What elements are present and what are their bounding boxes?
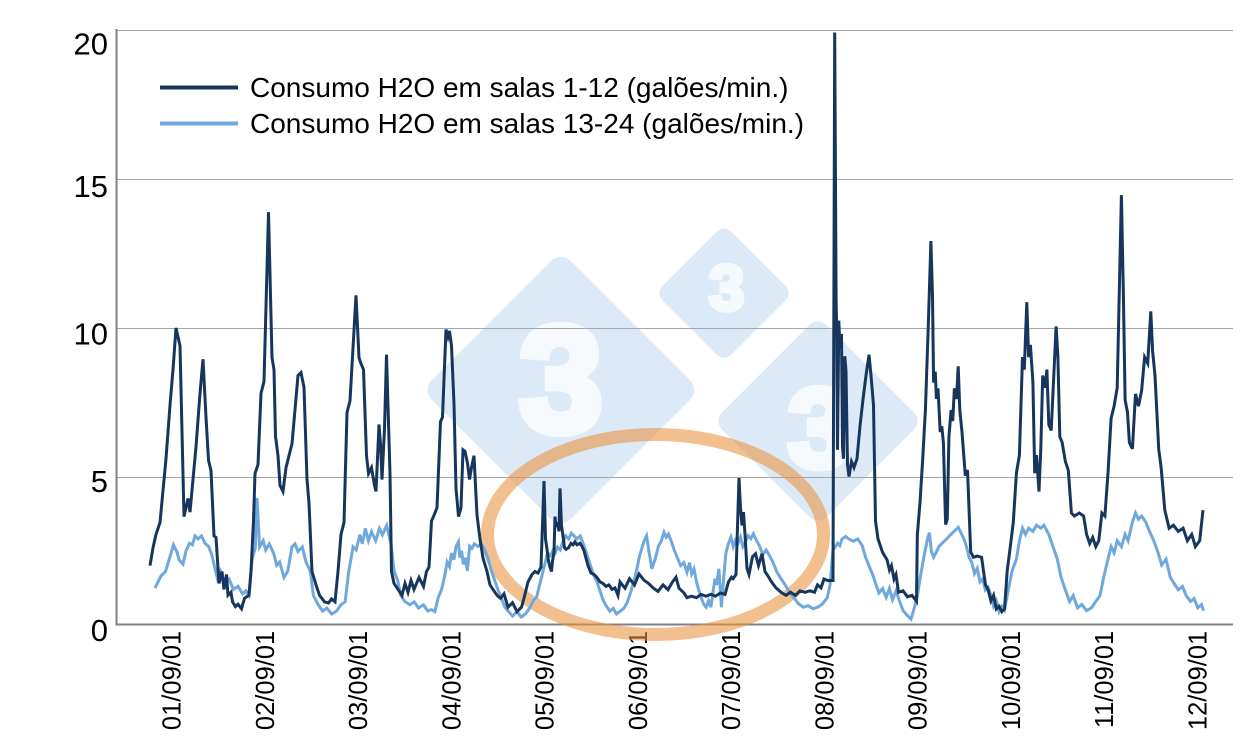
svg-text:05/09/01: 05/09/01 (532, 631, 560, 730)
svg-text:11/09/01: 11/09/01 (1091, 631, 1119, 728)
svg-text:01/09/01: 01/09/01 (159, 631, 187, 730)
svg-text:10: 10 (74, 317, 108, 352)
svg-text:04/09/01: 04/09/01 (438, 631, 466, 730)
svg-text:06/09/01: 06/09/01 (625, 631, 653, 730)
svg-text:Consumo H2O em salas 13-24 (ga: Consumo H2O em salas 13-24 (galões/min.) (250, 108, 804, 139)
svg-text:15: 15 (74, 169, 108, 204)
svg-text:03/09/01: 03/09/01 (345, 631, 373, 730)
svg-text:12/09/01: 12/09/01 (1185, 631, 1213, 730)
svg-text:3: 3 (709, 252, 745, 324)
svg-text:07/09/01: 07/09/01 (718, 631, 746, 730)
svg-text:02/09/01: 02/09/01 (252, 631, 280, 730)
svg-text:Consumo H2O em salas 1-12 (gal: Consumo H2O em salas 1-12 (galões/min.) (250, 72, 788, 103)
svg-text:20: 20 (74, 27, 108, 62)
svg-text:0: 0 (91, 613, 108, 648)
svg-text:10/09/01: 10/09/01 (998, 631, 1026, 730)
svg-text:08/09/01: 08/09/01 (811, 631, 839, 730)
svg-text:09/09/01: 09/09/01 (905, 631, 933, 730)
svg-text:5: 5 (91, 464, 108, 499)
